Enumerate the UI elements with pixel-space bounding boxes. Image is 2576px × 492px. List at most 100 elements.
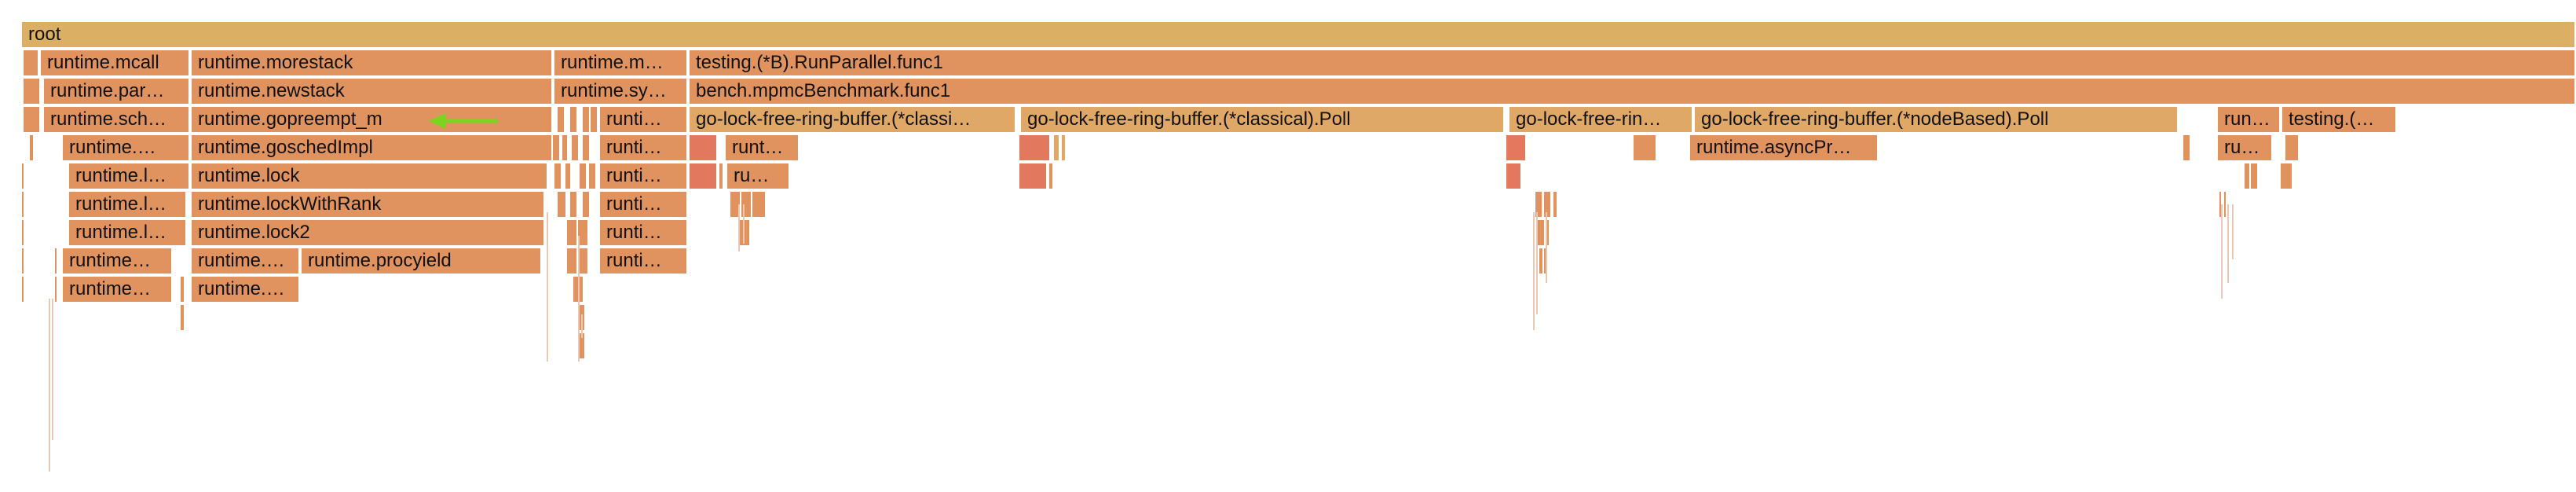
frame-sliver[interactable] bbox=[1049, 163, 1054, 189]
frame-sliver[interactable] bbox=[55, 248, 58, 274]
frame-sliver[interactable] bbox=[1506, 135, 1527, 160]
frame-block[interactable]: testing.(*B).RunParallel.func1 bbox=[690, 50, 2576, 75]
frame-sliver[interactable] bbox=[24, 107, 41, 132]
frame-sliver[interactable] bbox=[690, 135, 718, 160]
frame-sliver[interactable] bbox=[558, 192, 567, 217]
frame-sliver[interactable] bbox=[22, 220, 25, 245]
frame-sliver[interactable] bbox=[1634, 135, 1657, 160]
frame-sliver[interactable] bbox=[583, 107, 591, 132]
frame-sliver[interactable] bbox=[1535, 163, 1536, 189]
frame-block[interactable]: runtime.m… bbox=[554, 50, 688, 75]
frame-sliver[interactable] bbox=[578, 220, 589, 245]
frame-sliver[interactable] bbox=[558, 107, 565, 132]
frame-block[interactable]: runtime.mcall bbox=[41, 50, 190, 75]
frame-sliver[interactable] bbox=[24, 79, 41, 104]
frame-sliver[interactable] bbox=[567, 248, 578, 274]
frame-sliver[interactable] bbox=[591, 107, 598, 132]
frame-sliver[interactable] bbox=[2183, 135, 2191, 160]
frame-sliver[interactable] bbox=[554, 163, 562, 189]
frame-block[interactable]: runtime… bbox=[63, 248, 173, 274]
frame-block[interactable]: runtime.lock bbox=[192, 163, 548, 189]
frame-sliver[interactable] bbox=[1062, 135, 1067, 160]
frame-sliver[interactable] bbox=[1506, 163, 1522, 189]
frame-block[interactable]: go-lock-free-ring-buffer.(*classical).Po… bbox=[1021, 107, 1505, 132]
frame-block[interactable]: runtime… bbox=[63, 277, 173, 302]
frame-sliver[interactable] bbox=[562, 135, 569, 160]
frame-sliver[interactable] bbox=[743, 220, 751, 245]
frame-block[interactable]: runtime.l… bbox=[69, 192, 187, 217]
frame-block[interactable]: ru… bbox=[2218, 135, 2273, 160]
frame-sliver[interactable] bbox=[578, 248, 589, 274]
frame-sliver[interactable] bbox=[55, 277, 58, 302]
frame-block[interactable]: testing.(… bbox=[2282, 107, 2397, 132]
frame-block[interactable]: runtime.l… bbox=[69, 163, 190, 189]
frame-sliver[interactable] bbox=[719, 163, 724, 189]
frame-sliver[interactable] bbox=[1538, 220, 1546, 245]
frame-block[interactable]: runti… bbox=[600, 163, 688, 189]
frame-sliver[interactable] bbox=[22, 248, 25, 274]
frame-sliver[interactable] bbox=[1544, 192, 1552, 217]
frame-block[interactable]: runtime.morestack bbox=[192, 50, 553, 75]
frame-sliver[interactable] bbox=[1019, 135, 1051, 160]
frame-block[interactable]: go-lock-free-rin… bbox=[1509, 107, 1693, 132]
frame-sliver[interactable] bbox=[580, 163, 587, 189]
frame-block[interactable]: runtime.asyncPr… bbox=[1690, 135, 1879, 160]
frame-sliver[interactable] bbox=[2224, 192, 2227, 217]
frame-block[interactable]: runtime.lockWithRank bbox=[192, 192, 545, 217]
frame-sliver[interactable] bbox=[22, 277, 25, 302]
frame-sliver[interactable] bbox=[580, 333, 586, 358]
frame-sliver[interactable] bbox=[1019, 163, 1048, 189]
frame-sliver[interactable] bbox=[1054, 135, 1060, 160]
frame-sliver[interactable] bbox=[22, 163, 25, 189]
frame-block[interactable]: runti… bbox=[600, 220, 688, 245]
frame-block[interactable]: runtime.… bbox=[192, 248, 300, 274]
frame-sliver[interactable] bbox=[181, 305, 185, 330]
frame-block[interactable]: go-lock-free-ring-buffer.(*nodeBased).Po… bbox=[1695, 107, 2179, 132]
frame-block[interactable]: runtime.sch… bbox=[44, 107, 190, 132]
frame-sliver[interactable] bbox=[30, 135, 35, 160]
frame-block[interactable]: go-lock-free-ring-buffer.(*classi… bbox=[690, 107, 1016, 132]
frame-sliver[interactable] bbox=[583, 192, 591, 217]
frame-sliver[interactable] bbox=[565, 163, 572, 189]
frame-sliver[interactable] bbox=[583, 135, 591, 160]
frame-sliver[interactable] bbox=[572, 135, 580, 160]
frame-block[interactable]: runtime.par… bbox=[44, 79, 190, 104]
frame-sliver[interactable] bbox=[589, 163, 597, 189]
frame-block[interactable]: runti… bbox=[600, 192, 688, 217]
frame-sliver[interactable] bbox=[2245, 163, 2251, 189]
frame-block[interactable]: runtime.newstack bbox=[192, 79, 553, 104]
frame-sliver[interactable] bbox=[1546, 220, 1550, 245]
frame-block[interactable]: runti… bbox=[600, 248, 688, 274]
frame-sliver[interactable] bbox=[1535, 192, 1543, 217]
frame-sliver[interactable] bbox=[570, 107, 578, 132]
frame-block[interactable]: run… bbox=[2218, 107, 2281, 132]
frame-block[interactable]: runti… bbox=[600, 135, 688, 160]
frame-sliver[interactable] bbox=[553, 135, 561, 160]
frame-sliver[interactable] bbox=[2281, 163, 2293, 189]
frame-sliver[interactable] bbox=[181, 277, 185, 302]
frame-sliver[interactable] bbox=[2285, 135, 2300, 160]
frame-block[interactable]: runti… bbox=[600, 107, 688, 132]
frame-block[interactable]: bench.mpmcBenchmark.func1 bbox=[690, 79, 2576, 104]
frame-block[interactable]: runtime.procyield bbox=[302, 248, 542, 274]
frame-sliver[interactable] bbox=[752, 192, 767, 217]
frame-sliver[interactable] bbox=[567, 220, 578, 245]
frame-block[interactable]: runtime.goschedImpl bbox=[192, 135, 553, 160]
frame-label: runt… bbox=[732, 137, 784, 158]
frame-block[interactable]: runt… bbox=[726, 135, 800, 160]
frame-sliver[interactable] bbox=[690, 163, 718, 189]
frame-block[interactable]: runtime.lock2 bbox=[192, 220, 545, 245]
frame-block[interactable]: ru… bbox=[727, 163, 790, 189]
frame-sliver[interactable] bbox=[2251, 163, 2259, 189]
frame-block[interactable]: runtime.gopreempt_m bbox=[192, 107, 553, 132]
frame-block[interactable]: runtime.sy… bbox=[554, 79, 688, 104]
frame-sliver[interactable] bbox=[1539, 248, 1544, 274]
frame-block[interactable]: runtime.… bbox=[63, 135, 190, 160]
frame-sliver[interactable] bbox=[22, 192, 25, 217]
frame-sliver[interactable] bbox=[570, 192, 578, 217]
frame-block[interactable]: root bbox=[22, 22, 2576, 47]
frame-block[interactable]: runtime.l… bbox=[69, 220, 187, 245]
frame-sliver[interactable] bbox=[24, 50, 39, 75]
frame-sliver[interactable] bbox=[1553, 192, 1558, 217]
frame-block[interactable]: runtime.… bbox=[192, 277, 300, 302]
